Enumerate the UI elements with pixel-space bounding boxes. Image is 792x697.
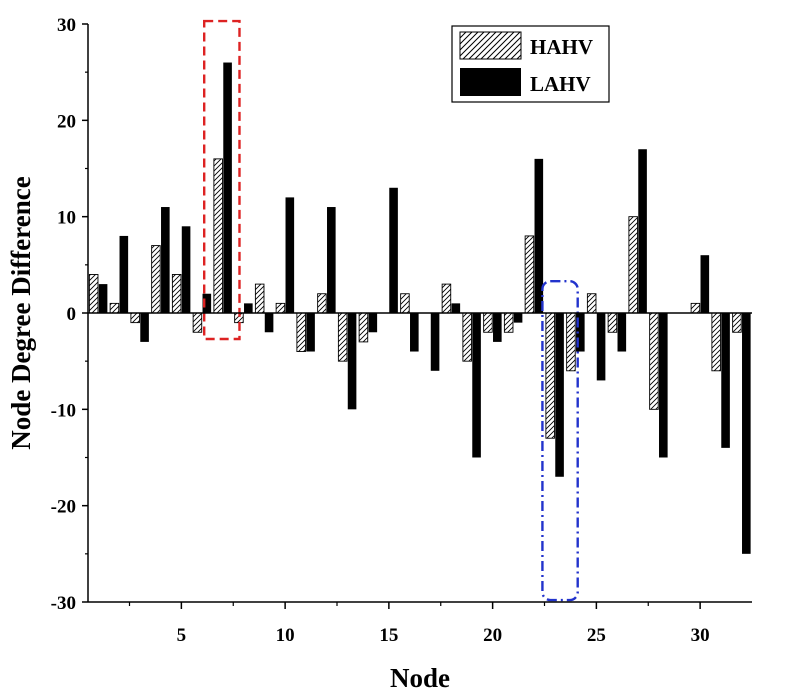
hahv-bar-node-21 — [503, 312, 514, 333]
lahv-bar-node-17 — [430, 313, 440, 371]
highlight-box-2 — [541, 280, 579, 602]
lahv-bar-node-24 — [576, 313, 585, 352]
y-tick-label: -20 — [51, 497, 76, 518]
lahv-bar-node-15 — [389, 187, 398, 313]
x-tick-label: 25 — [587, 625, 606, 646]
hahv-bar-node-16 — [400, 293, 410, 314]
lahv-bar-node-27 — [638, 149, 647, 313]
hahv-bar-node-31 — [711, 312, 721, 372]
hahv-bar-node-22 — [524, 235, 535, 314]
hahv-bar-node-26 — [607, 312, 618, 333]
legend-swatch-lahv — [460, 68, 521, 96]
y-ticks: -30 -20 -10 0 10 20 30 — [51, 15, 88, 614]
lahv-bar-node-26 — [617, 313, 627, 352]
hahv-bar-node-3 — [130, 312, 140, 324]
y-tick-label: -30 — [51, 593, 76, 614]
x-ticks: 5 10 15 20 25 30 — [128, 602, 710, 646]
legend: HAHV LAHV — [451, 25, 610, 103]
hahv-bar-node-32 — [732, 312, 742, 333]
lahv-bar-node-23 — [555, 313, 564, 477]
hahv-bar-node-2 — [109, 302, 120, 314]
x-axis-title: Node — [390, 663, 450, 693]
lahv-bar-node-13 — [347, 313, 357, 410]
y-tick-label: 0 — [67, 304, 77, 325]
hahv-bar-node-7 — [213, 158, 223, 314]
hahv-bar-node-12 — [317, 293, 327, 314]
lahv-bar-node-18 — [451, 303, 461, 313]
hahv-bar-node-9 — [254, 283, 265, 314]
hahv-bar-node-11 — [296, 312, 306, 352]
lahv-bar-node-5 — [181, 226, 191, 313]
hahv-bar-node-19 — [462, 312, 472, 362]
highlight-box-1 — [202, 19, 241, 341]
lahv-bar-node-20 — [493, 313, 502, 342]
hahv-bar-node-4 — [151, 245, 161, 314]
lahv-bar-node-1 — [98, 284, 108, 313]
legend-label-hahv: HAHV — [530, 35, 593, 59]
x-tick-label: 10 — [276, 625, 295, 646]
hahv-bar-node-10 — [275, 302, 286, 314]
lahv-bar-node-12 — [327, 207, 336, 313]
y-axis-title: Node Degree Difference — [6, 176, 36, 449]
hahv-bar-node-18 — [441, 283, 452, 314]
hahv-bar-node-28 — [649, 312, 659, 410]
lahv-bar-node-30 — [700, 255, 710, 313]
lahv-bar-node-10 — [285, 197, 295, 313]
hahv-bar-node-14 — [358, 312, 369, 343]
lahv-bar-node-28 — [659, 313, 668, 458]
x-tick-label: 15 — [379, 625, 398, 646]
hahv-bar-node-5 — [171, 274, 182, 314]
lahv-bar-node-9 — [264, 313, 274, 333]
y-tick-label: -10 — [51, 400, 76, 421]
hahv-bar-node-6 — [192, 312, 203, 333]
x-tick-label: 5 — [177, 625, 187, 646]
x-tick-label: 30 — [691, 625, 710, 646]
hahv-bar-node-27 — [628, 216, 638, 314]
hahv-bar-node-23 — [545, 312, 555, 439]
bars-layer — [88, 62, 751, 554]
hahv-bar-node-20 — [483, 312, 493, 333]
legend-swatch-hahv — [459, 31, 522, 60]
hahv-bar-node-30 — [690, 302, 701, 314]
lahv-bar-node-32 — [742, 313, 751, 554]
lahv-bar-node-4 — [161, 207, 170, 313]
x-tick-label: 20 — [483, 625, 502, 646]
lahv-bar-node-14 — [368, 313, 378, 333]
lahv-bar-node-7 — [223, 62, 232, 313]
y-tick-label: 10 — [57, 208, 76, 229]
lahv-bar-node-8 — [244, 303, 253, 313]
y-tick-label: 30 — [57, 15, 76, 36]
lahv-bar-node-3 — [140, 313, 149, 342]
hahv-bar-node-1 — [88, 274, 99, 314]
lahv-bar-node-21 — [513, 313, 523, 323]
lahv-bar-node-16 — [410, 313, 419, 352]
lahv-bar-node-31 — [721, 313, 730, 448]
lahv-bar-node-6 — [202, 293, 212, 313]
lahv-bar-node-19 — [472, 313, 481, 458]
lahv-bar-node-2 — [119, 235, 129, 313]
hahv-bar-node-13 — [337, 312, 348, 362]
hahv-bar-node-24 — [566, 312, 576, 372]
y-tick-label: 20 — [57, 111, 76, 132]
lahv-bar-node-22 — [534, 158, 544, 313]
hahv-bar-node-25 — [586, 293, 597, 314]
lahv-bar-node-25 — [596, 313, 606, 381]
lahv-bar-node-11 — [306, 313, 315, 352]
annotations-layer — [202, 19, 579, 602]
legend-label-lahv: LAHV — [530, 72, 591, 96]
